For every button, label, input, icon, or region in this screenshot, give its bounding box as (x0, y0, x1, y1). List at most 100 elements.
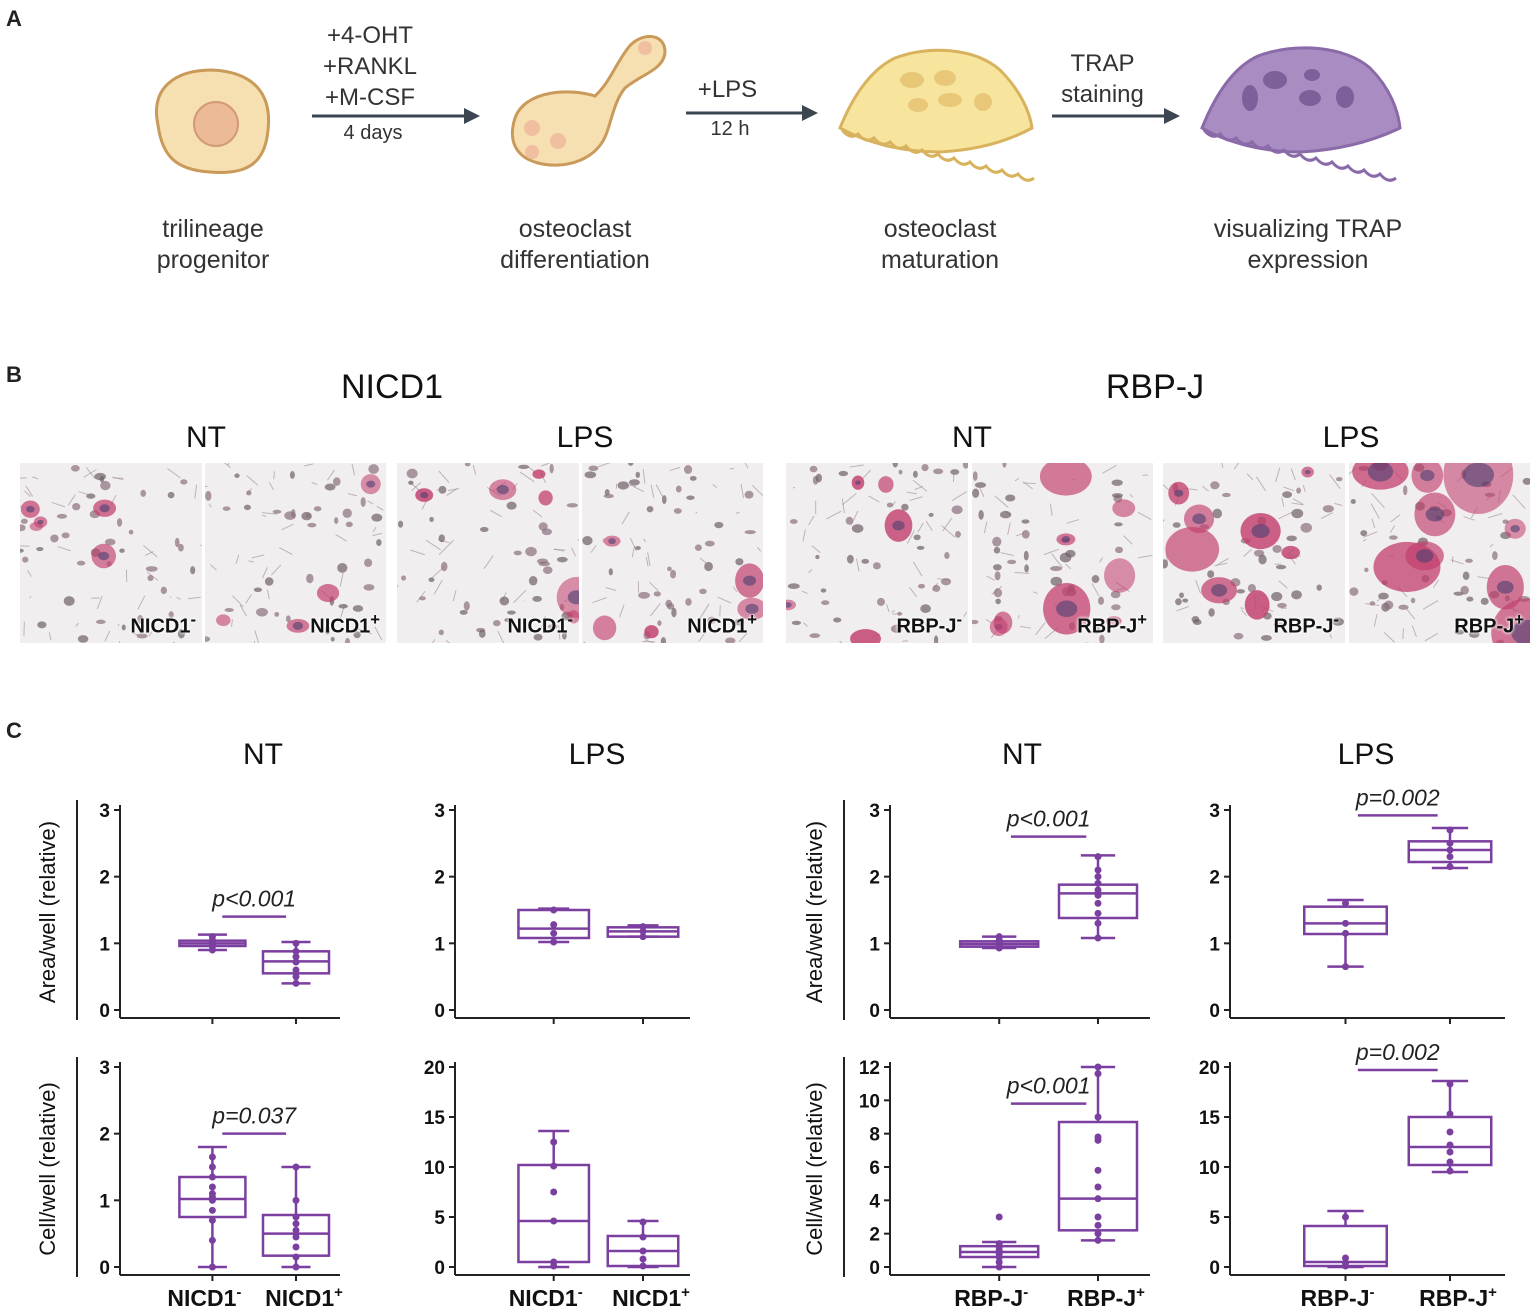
data-point (292, 1263, 300, 1271)
micrograph-nicd1-lps-pos: NICD1+ (582, 463, 763, 643)
y-tick-label: 2 (1209, 868, 1220, 889)
x-category-name: NICD1 (612, 1285, 681, 1308)
data-point (1094, 1221, 1102, 1229)
data-point (639, 1255, 647, 1263)
data-point (550, 1138, 558, 1146)
micrograph-label-text: RBP-J (1273, 616, 1334, 638)
data-point (1094, 1113, 1102, 1121)
data-point (550, 921, 558, 929)
data-point (292, 1220, 300, 1228)
data-point (1342, 919, 1349, 927)
progenitor-cell-icon (155, 68, 271, 174)
data-point (292, 958, 300, 966)
y-axis-label: Area/well (relative) (35, 821, 60, 1003)
data-point (550, 1258, 558, 1266)
data-point (208, 1263, 216, 1271)
x-category-sup: + (334, 1284, 343, 1301)
data-point (208, 1163, 216, 1171)
data-point (1094, 1213, 1102, 1221)
y-tick-label: 0 (434, 1258, 445, 1279)
micrograph-label: RBP-J+ (1077, 610, 1147, 639)
data-point (1446, 839, 1454, 847)
data-point (292, 1253, 300, 1261)
stage-label-differentiation: osteoclast differentiation (500, 215, 650, 274)
micrograph-label-sup: - (956, 610, 962, 630)
data-point (1094, 891, 1102, 899)
y-tick-label: 2 (434, 868, 445, 889)
micrograph-label-sup: - (190, 610, 196, 630)
y-tick-label: 2 (99, 1125, 110, 1146)
mature-osteoclast-icon (838, 48, 1035, 182)
data-point (639, 1218, 647, 1226)
data-point (639, 1247, 647, 1255)
micrograph-label-sup: + (1137, 610, 1147, 630)
arrow-3-treatment-label: TRAP staining (1061, 50, 1144, 108)
condition-title-nicd1-nt: NT (186, 421, 226, 454)
data-point (208, 1236, 216, 1244)
data-point (550, 906, 558, 914)
x-category-sup: - (1023, 1284, 1028, 1301)
data-point (1446, 1158, 1454, 1166)
y-tick-label: 5 (1209, 1208, 1220, 1229)
data-point (550, 1162, 558, 1170)
micrograph-label: RBP-J- (1273, 610, 1339, 639)
micrograph-rbpj-lps-neg: RBP-J- (1163, 463, 1345, 643)
data-point (1446, 1080, 1454, 1088)
data-point (292, 939, 300, 947)
data-point (1446, 1141, 1454, 1149)
arrow-2-duration-label: 12 h (710, 118, 750, 140)
stage-label-trap: visualizing TRAP expression (1213, 215, 1403, 274)
trap-stained-osteoclast-icon (1200, 46, 1402, 182)
y-tick-label: 3 (99, 1058, 110, 1079)
y-tick-label: 0 (1209, 1258, 1220, 1279)
data-point (292, 973, 300, 981)
y-tick-label: 3 (869, 801, 880, 822)
y-tick-label: 20 (424, 1058, 445, 1079)
data-point (1094, 866, 1102, 874)
x-category-name: NICD1 (167, 1285, 236, 1308)
x-category-sup: - (236, 1284, 241, 1301)
y-tick-label: 3 (1209, 801, 1220, 822)
stain-texture (205, 463, 384, 643)
data-point (208, 1153, 216, 1161)
data-point (1342, 1259, 1349, 1267)
data-point (639, 923, 647, 931)
x-category-name: RBP-J (954, 1285, 1023, 1308)
data-point (1446, 1148, 1454, 1156)
data-point (639, 1233, 647, 1241)
x-category-sup: - (1370, 1284, 1375, 1301)
y-tick-label: 15 (1199, 1108, 1221, 1129)
micrograph-label: NICD1- (130, 610, 196, 639)
y-tick-label: 15 (424, 1108, 446, 1129)
micrograph-rbpj-lps-pos: RBP-J+ (1349, 463, 1530, 643)
box-iqr (517, 1163, 591, 1264)
p-value-annotation: p<0.001 (1006, 1073, 1091, 1099)
stage-label-maturation: osteoclast maturation (880, 215, 1000, 274)
y-tick-label: 10 (859, 1091, 880, 1112)
x-category-sup: - (578, 1284, 583, 1301)
micrograph-label-sup: + (747, 610, 757, 630)
data-point (292, 1196, 300, 1204)
chart-col-title-2: LPS (568, 738, 626, 771)
data-point (1094, 909, 1102, 917)
y-tick-label: 2 (869, 868, 880, 889)
data-point (995, 1263, 1003, 1271)
data-point (1446, 1167, 1454, 1175)
data-point (1094, 1133, 1102, 1141)
y-tick-label: 10 (1199, 1158, 1220, 1179)
data-point (292, 979, 300, 987)
x-category-label: RBP-J- (1300, 1284, 1374, 1308)
data-point (1094, 934, 1102, 942)
panel-a-illustration (155, 35, 1402, 182)
y-tick-label: 1 (869, 934, 880, 955)
box-iqr (1407, 1115, 1493, 1167)
y-tick-label: 3 (99, 801, 110, 822)
data-point (292, 953, 300, 961)
arrow-1-duration-label: 4 days (343, 122, 403, 144)
stain-texture (1163, 463, 1344, 641)
data-point (995, 1213, 1003, 1221)
data-point (550, 1217, 558, 1225)
x-category-label: RBP-J+ (1067, 1284, 1145, 1308)
data-point (1094, 1166, 1102, 1174)
